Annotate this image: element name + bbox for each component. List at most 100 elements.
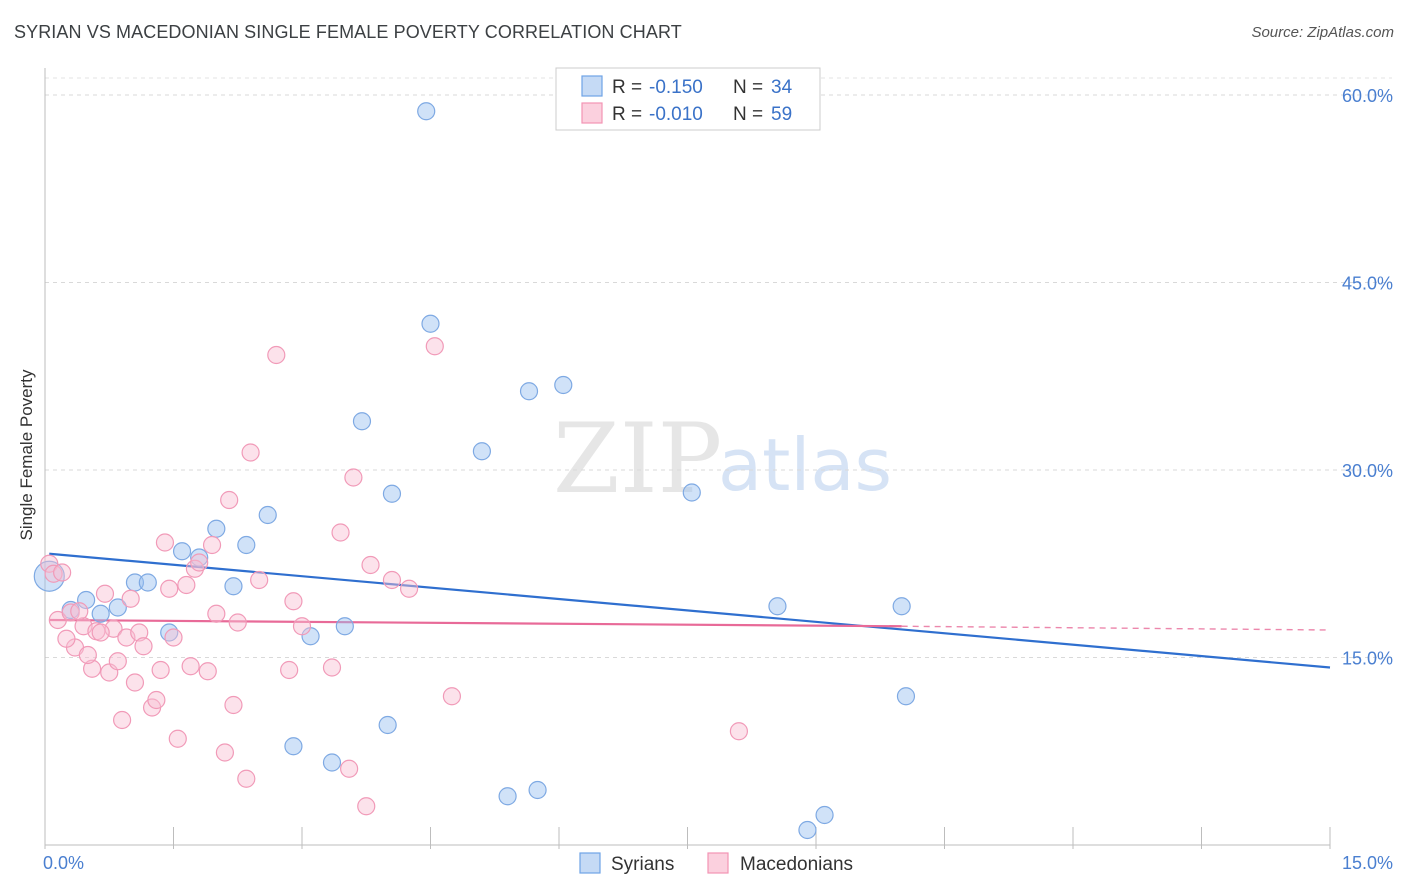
trend-line-dashed-1 — [901, 625, 1331, 631]
data-point — [382, 570, 402, 590]
data-point — [361, 555, 380, 575]
data-point — [91, 623, 110, 642]
data-point — [57, 629, 76, 648]
data-point — [322, 753, 342, 772]
legend-r-value-2: -0.010 — [649, 104, 703, 125]
data-point — [250, 570, 269, 590]
data-point — [207, 604, 226, 623]
x-tick-label: 15.0% — [1342, 853, 1393, 873]
data-point — [160, 579, 179, 598]
data-point — [284, 592, 303, 611]
source-label: Source: ZipAtlas.com — [1251, 24, 1394, 41]
legend-swatch-macedonians — [581, 102, 603, 124]
data-point — [215, 743, 234, 762]
data-point — [815, 805, 834, 825]
data-point — [168, 729, 187, 748]
data-point — [112, 710, 132, 730]
y-axis-title: Single Female Poverty — [17, 369, 36, 541]
data-point — [892, 597, 911, 616]
data-point — [421, 314, 440, 333]
trend-line-0 — [49, 552, 1331, 669]
legend-swatch-syrians — [581, 75, 603, 97]
data-point — [237, 769, 256, 788]
data-point — [181, 657, 200, 676]
data-point — [202, 535, 222, 555]
trend-line-1 — [49, 618, 902, 628]
data-point — [896, 687, 916, 706]
data-point — [147, 690, 166, 710]
data-point — [224, 695, 243, 715]
legend-r-label-2: R = — [612, 104, 642, 125]
data-point — [528, 780, 547, 800]
data-point — [280, 660, 299, 680]
data-point — [190, 553, 209, 572]
data-point — [472, 442, 491, 461]
data-point — [83, 659, 102, 678]
data-point — [519, 382, 539, 401]
data-point — [108, 598, 127, 617]
data-point — [340, 759, 359, 778]
chart-title: SYRIAN VS MACEDONIAN SINGLE FEMALE POVER… — [14, 22, 682, 42]
data-point — [241, 443, 260, 462]
data-point — [78, 645, 97, 665]
data-point — [164, 628, 183, 647]
data-point — [292, 617, 312, 636]
y-tick-label: 30.0% — [1342, 461, 1393, 481]
data-point — [40, 554, 59, 573]
data-points — [33, 102, 916, 840]
data-point — [335, 617, 354, 636]
y-tick-label: 15.0% — [1342, 649, 1393, 669]
data-point — [331, 523, 350, 542]
data-point — [151, 660, 170, 680]
data-point — [121, 589, 140, 608]
data-point — [91, 604, 110, 623]
y-tick-label: 60.0% — [1342, 86, 1393, 106]
bottom-legend-swatch-macedonians — [707, 852, 729, 874]
legend-n-value-1: 34 — [771, 77, 793, 98]
data-point — [768, 597, 787, 616]
data-point — [382, 484, 402, 503]
data-point — [77, 590, 96, 610]
bottom-legend: Syrians Macedonians — [579, 852, 853, 875]
data-point — [237, 535, 256, 555]
legend-n-label-2: N = — [733, 104, 763, 125]
data-point — [798, 820, 817, 840]
x-tick-label: 0.0% — [43, 853, 84, 873]
bottom-legend-swatch-syrians — [579, 852, 601, 874]
data-point — [425, 337, 444, 356]
data-point — [682, 483, 701, 502]
data-point — [357, 797, 376, 816]
data-point — [190, 548, 209, 567]
trend-lines — [49, 552, 1331, 669]
bottom-legend-label-macedonians: Macedonians — [740, 854, 853, 875]
data-point — [177, 575, 196, 595]
data-point — [399, 579, 419, 598]
tick-labels: 15.0% 30.0% 45.0% 60.0% 0.0% 15.0% — [43, 86, 1393, 873]
bottom-legend-label-syrians: Syrians — [611, 854, 674, 875]
axes — [44, 68, 1331, 849]
data-point — [134, 637, 153, 656]
data-point — [70, 602, 89, 621]
data-point — [442, 687, 462, 706]
data-point — [284, 737, 303, 756]
legend-n-value-2: 59 — [771, 104, 792, 125]
watermark-atlas: atlas — [718, 423, 892, 507]
data-point — [322, 658, 342, 677]
legend-r-value-1: -0.150 — [649, 77, 703, 98]
data-point — [138, 573, 157, 592]
data-point — [224, 577, 243, 596]
data-point — [130, 623, 149, 642]
data-point — [172, 542, 192, 561]
watermark-zip: ZIP — [553, 403, 722, 515]
data-point — [125, 673, 145, 692]
data-point — [53, 563, 72, 582]
data-point — [228, 613, 247, 632]
legend: R = -0.150 N = 34 R = -0.010 N = 59 — [555, 67, 821, 131]
data-point — [729, 722, 749, 741]
data-point — [554, 375, 573, 395]
data-point — [198, 662, 217, 681]
legend-n-label-1: N = — [733, 77, 763, 98]
data-point — [417, 102, 436, 121]
data-point — [108, 652, 127, 671]
